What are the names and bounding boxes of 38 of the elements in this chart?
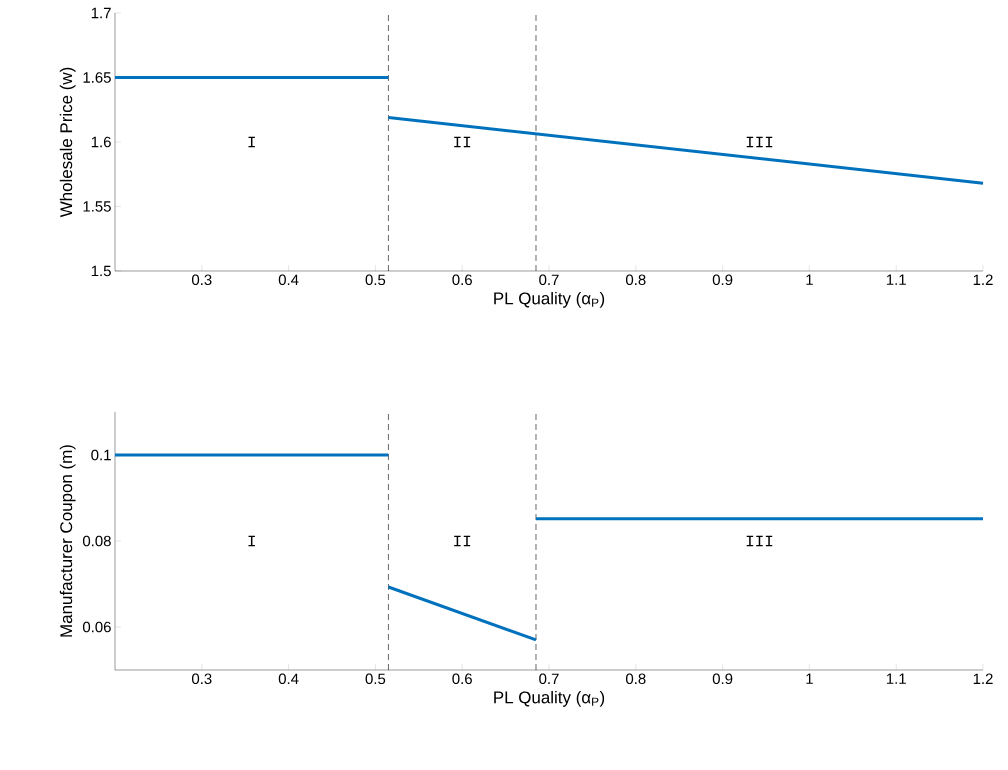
x-tick-label: 1.2 bbox=[973, 673, 993, 684]
x-tick-label: 0.5 bbox=[365, 274, 386, 286]
x-tick-label: 0.6 bbox=[452, 274, 472, 286]
annotation: II bbox=[454, 535, 471, 547]
x-tick-label: 0.3 bbox=[191, 673, 212, 685]
x-tick-label: 0.8 bbox=[626, 673, 646, 685]
y-tick-label: 1.6 bbox=[91, 136, 111, 148]
y-tick-label: 1.65 bbox=[83, 72, 111, 83]
x-tick-label: 0.4 bbox=[278, 673, 299, 685]
x-tick-label: 0.7 bbox=[539, 274, 559, 286]
x-tick-label: 0.3 bbox=[191, 274, 212, 286]
y-tick-label: 0.1 bbox=[91, 449, 111, 461]
x-tick-label: 1 bbox=[806, 274, 813, 285]
y-axis-title: Wholesale Price (w) bbox=[59, 67, 76, 218]
annotation: I bbox=[248, 136, 255, 148]
annotation: I bbox=[248, 535, 255, 547]
annotation: III bbox=[746, 136, 773, 148]
x-tick-label: 0.5 bbox=[365, 673, 386, 685]
x-tick-label: 0.7 bbox=[539, 673, 559, 685]
x-tick-label: 1.2 bbox=[973, 274, 993, 285]
x-tick-label: 0.9 bbox=[712, 274, 733, 286]
annotation: II bbox=[454, 136, 471, 148]
x-tick-label: 0.4 bbox=[278, 274, 299, 286]
x-tick-label: 1 bbox=[806, 673, 813, 684]
x-axis-title: PL Quality (α$_{P}$) bbox=[494, 291, 605, 308]
y-tick-label: 1.5 bbox=[91, 265, 111, 277]
x-tick-label: 0.9 bbox=[712, 673, 733, 685]
x-axis-title: PL Quality (α$_{P}$) bbox=[494, 690, 605, 707]
y-tick-label: 0.06 bbox=[82, 621, 111, 633]
y-tick-label: 1.7 bbox=[91, 7, 111, 19]
annotation: III bbox=[746, 535, 773, 547]
y-tick-label: 0.08 bbox=[82, 535, 111, 547]
y-tick-label: 1.55 bbox=[83, 201, 111, 212]
y-axis-title: Manufacturer Coupon (m) bbox=[59, 445, 76, 637]
x-tick-label: 0.6 bbox=[452, 673, 472, 685]
x-tick-label: 0.8 bbox=[626, 274, 646, 286]
x-tick-label: 1.1 bbox=[886, 673, 906, 684]
x-tick-label: 1.1 bbox=[886, 274, 906, 285]
